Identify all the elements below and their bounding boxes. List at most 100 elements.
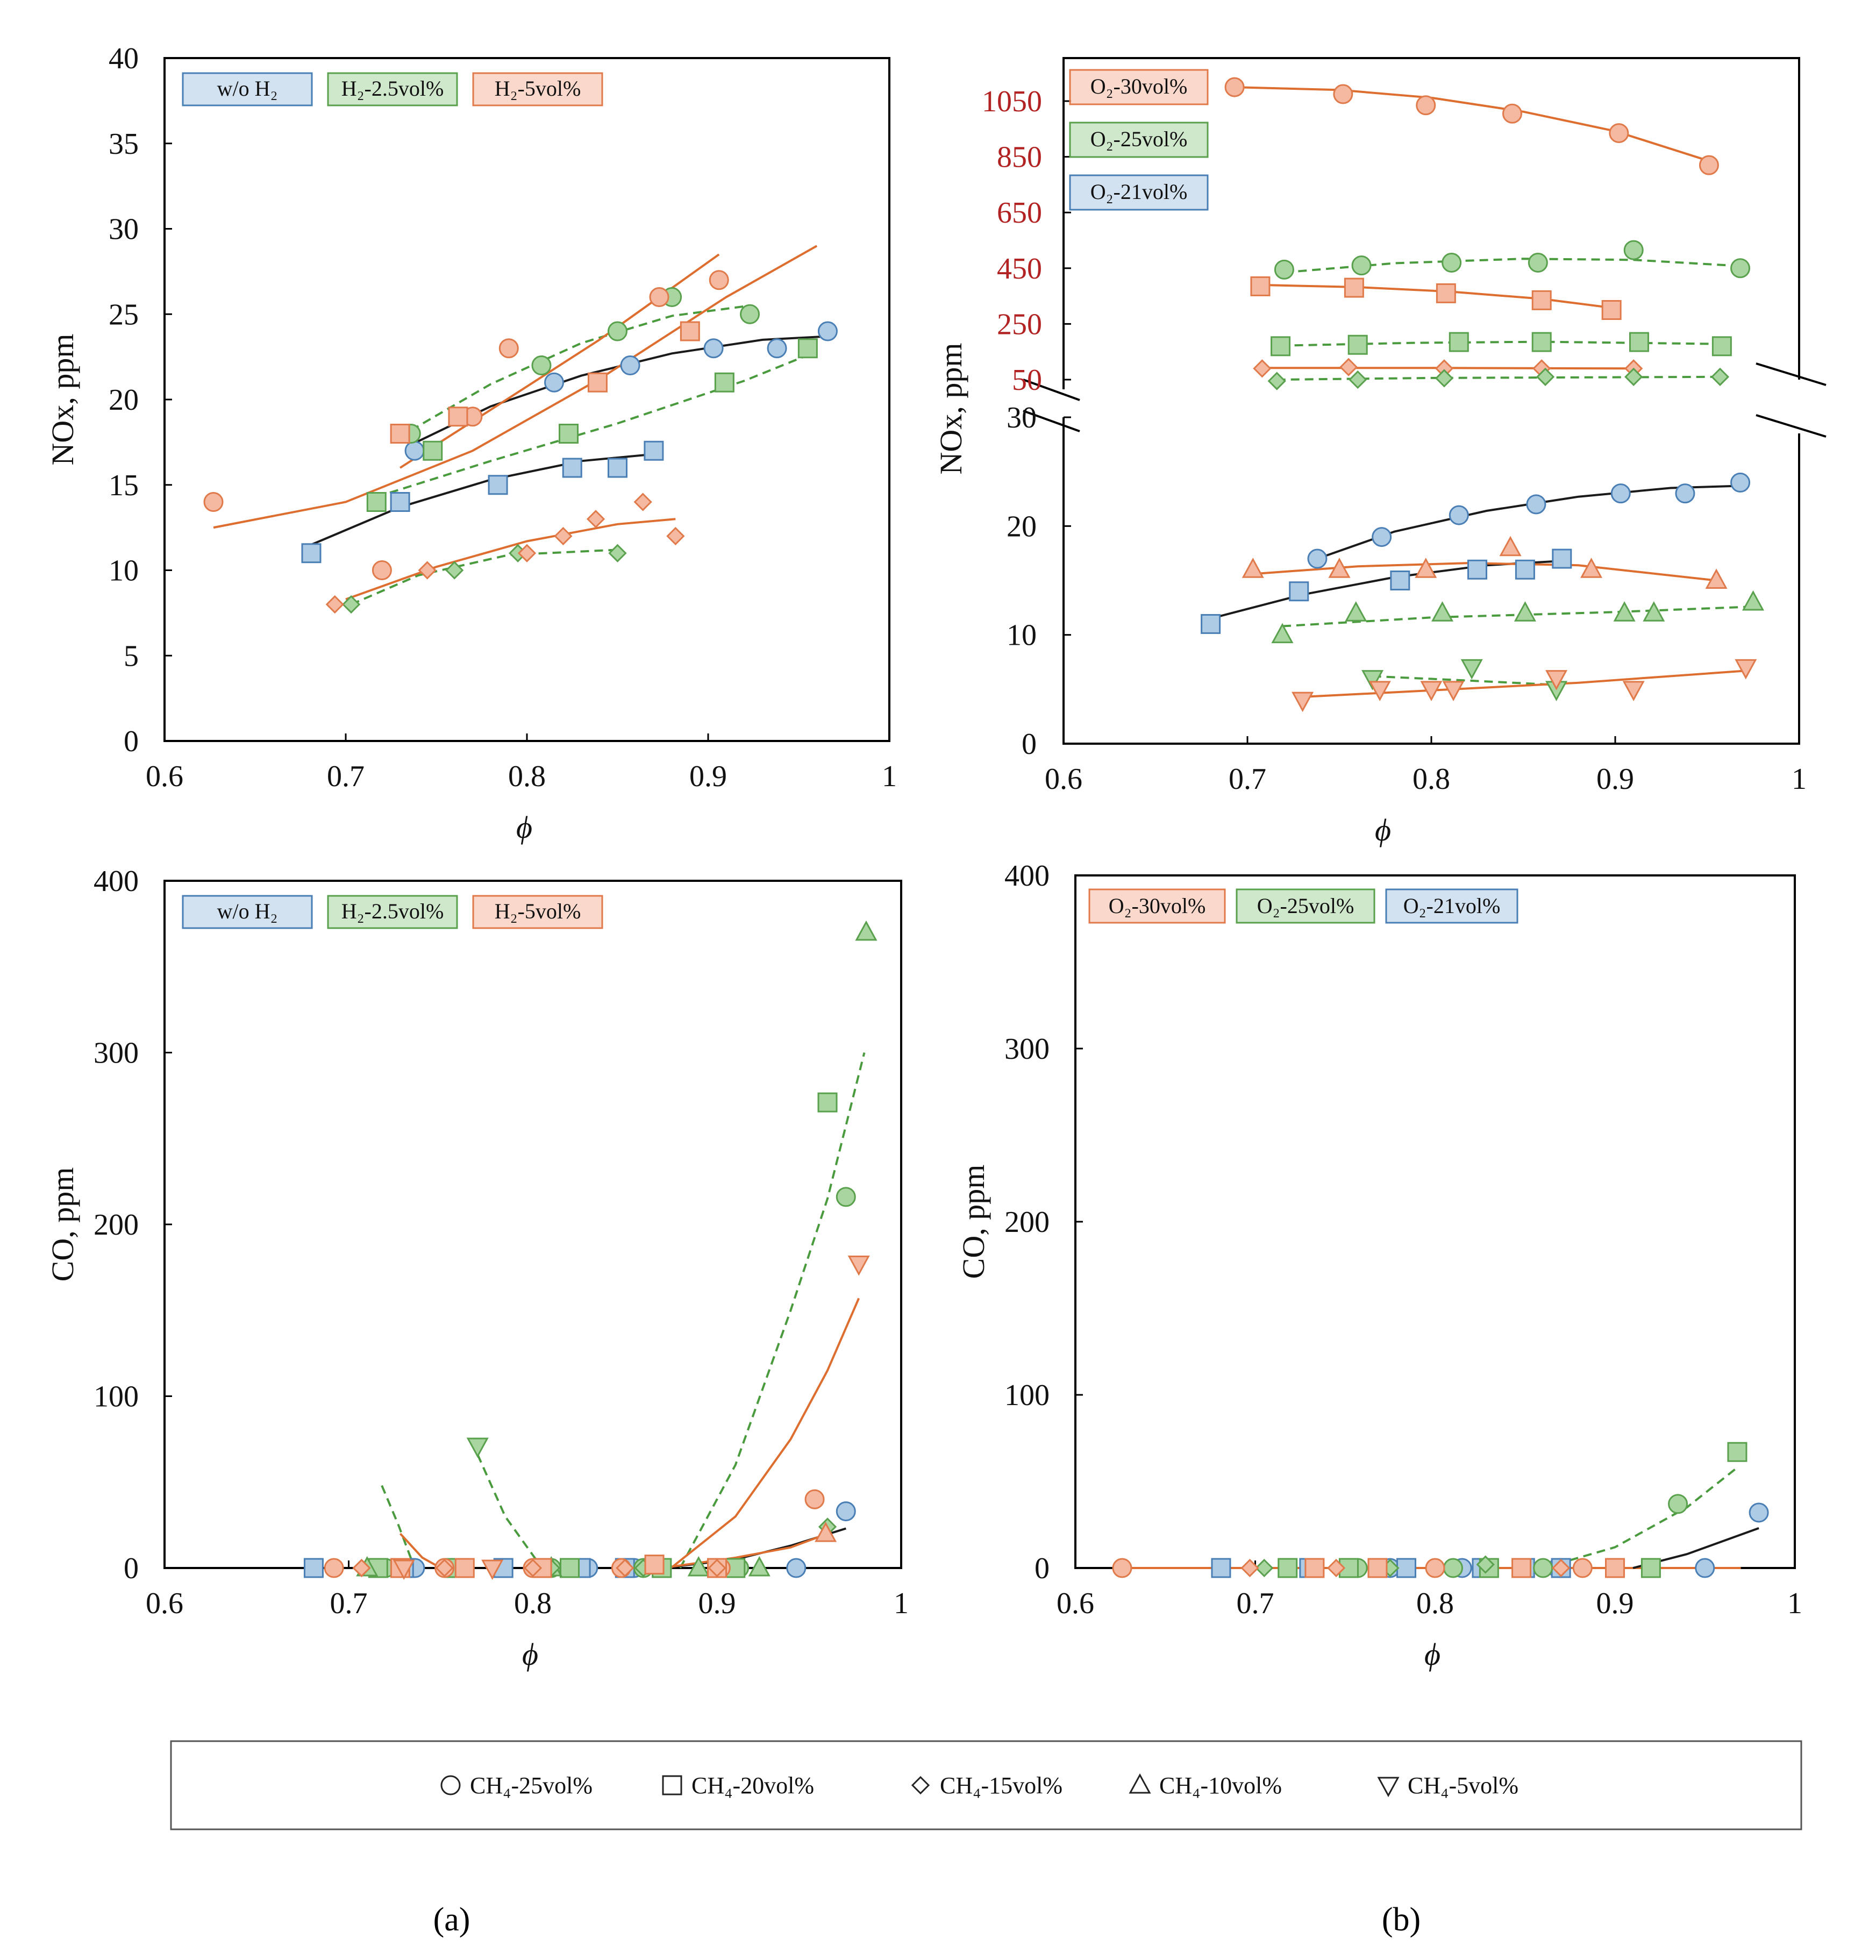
nox_a-point-diamond bbox=[341, 595, 361, 614]
nox_b-axis-break-mark bbox=[1756, 362, 1827, 386]
bottom-legend-label: CH₄-25vol% bbox=[470, 1772, 593, 1799]
co_b-plot-frame bbox=[1074, 874, 1796, 1569]
nox_a-point-circle bbox=[372, 560, 392, 580]
nox_a-legend-box bbox=[182, 72, 313, 106]
nox_b-point-circle bbox=[1699, 155, 1719, 175]
co_a-point-invtriangle bbox=[481, 1559, 504, 1580]
nox_b-axis-break-mark bbox=[1023, 410, 1080, 432]
nox_a-point-circle bbox=[608, 321, 627, 341]
nox_b-y-tick-label-upper: 450 bbox=[997, 252, 1042, 286]
nox_a-point-diamond bbox=[517, 544, 537, 562]
co_a-y-tick-label: 400 bbox=[94, 865, 139, 898]
nox_a-fit-line-3 bbox=[376, 354, 809, 498]
co_b-point-diamond bbox=[1476, 1555, 1495, 1574]
nox_b-point-triangle bbox=[1415, 558, 1437, 578]
nox_b-point-circle bbox=[1274, 259, 1294, 280]
nox_b-point-diamond bbox=[1339, 358, 1358, 376]
co_a-point-invtriangle bbox=[393, 1559, 415, 1580]
nox_b-x-tick-label: 0.7 bbox=[1229, 762, 1266, 796]
co_b-point-square bbox=[1396, 1558, 1416, 1578]
nox_a-fit-line-4 bbox=[351, 548, 618, 605]
nox_b-fit-line-11 bbox=[1302, 669, 1746, 698]
co_b-point-square bbox=[1367, 1558, 1388, 1578]
co_a-fit-line-1 bbox=[670, 1298, 860, 1569]
co_a-fit-line-5 bbox=[399, 1533, 441, 1569]
nox_a-point-circle bbox=[620, 355, 640, 375]
nox_b-point-square bbox=[1271, 336, 1291, 357]
bottom-legend-label: CH₄-15vol% bbox=[940, 1772, 1062, 1799]
nox_a-fit-line-7 bbox=[345, 518, 676, 601]
co_a-point-invtriangle bbox=[466, 1437, 489, 1458]
co_b-point-diamond bbox=[1326, 1558, 1346, 1578]
circle-marker-icon bbox=[440, 1775, 461, 1795]
nox_b-point-circle bbox=[1623, 240, 1644, 260]
nox_b-legend-label: O₂-30vol% bbox=[1090, 74, 1188, 98]
co_a-legend-box bbox=[472, 895, 603, 929]
nox_b-point-invtriangle bbox=[1735, 659, 1757, 680]
nox_b-point-invtriangle bbox=[1368, 681, 1391, 701]
nox_a-point-diamond bbox=[666, 526, 685, 546]
nox_a-point-circle bbox=[404, 440, 425, 461]
nox_b-x-axis-label: ϕ bbox=[1375, 812, 1391, 847]
nox_b-point-diamond bbox=[1253, 359, 1272, 378]
nox_a-point-diamond bbox=[633, 493, 652, 511]
nox_a-legend-box bbox=[472, 72, 603, 106]
nox_a-point-circle bbox=[709, 270, 729, 290]
nox_a-fit-line-2 bbox=[410, 304, 750, 431]
co_a-point-square bbox=[303, 1558, 324, 1578]
nox_a-point-square bbox=[488, 475, 508, 495]
co_a-point-triangle bbox=[815, 1521, 837, 1542]
nox_b-point-diamond bbox=[1624, 367, 1643, 386]
co_a-x-tick-label: 0.6 bbox=[146, 1587, 183, 1620]
co_b-point-circle bbox=[1749, 1502, 1769, 1523]
co_a-x-tick-label: 0.8 bbox=[514, 1587, 552, 1620]
co_b-legend-label: O₂-25vol% bbox=[1257, 894, 1354, 918]
co_b-point-circle bbox=[1668, 1494, 1688, 1514]
nox_b-fit-line-2 bbox=[1260, 283, 1612, 309]
nox_b-point-triangle bbox=[1431, 601, 1454, 622]
nox_b-point-circle bbox=[1449, 505, 1469, 525]
nox_a-point-circle bbox=[544, 372, 565, 393]
bottom-legend: CH₄-25vol% CH₄-20vol% CH₄-15vol% CH₄-10vol%… bbox=[170, 1740, 1802, 1830]
nox_b-point-invtriangle bbox=[1361, 670, 1384, 690]
co_a-legend-label: H₂-5vol% bbox=[495, 899, 581, 923]
nox_b-point-circle bbox=[1351, 255, 1372, 276]
nox_a-y-tick-label: 0 bbox=[124, 725, 139, 758]
nox_b-point-square bbox=[1250, 276, 1271, 296]
co_b-point-diamond bbox=[1552, 1558, 1571, 1578]
nox_b-point-square bbox=[1436, 283, 1456, 303]
nox_a-point-circle bbox=[817, 321, 838, 341]
nox_b-point-invtriangle bbox=[1420, 681, 1443, 701]
nox_b-point-square bbox=[1201, 614, 1221, 634]
co_a-point-square bbox=[725, 1558, 746, 1578]
nox_b-fit-line-10 bbox=[1372, 675, 1557, 686]
nox_b-point-triangle bbox=[1742, 590, 1765, 611]
co_b-point-square bbox=[1727, 1442, 1747, 1462]
diamond-marker-icon bbox=[911, 1776, 930, 1795]
co_a-point-diamond bbox=[708, 1558, 726, 1578]
nox_b-point-circle bbox=[1730, 472, 1751, 493]
co_a-y-tick-label: 300 bbox=[94, 1037, 139, 1070]
bottom-legend-item: CH₄-20vol% bbox=[662, 1772, 814, 1799]
nox_a-x-axis-label: ϕ bbox=[516, 810, 532, 845]
nox_a-x-tick-label: 0.9 bbox=[689, 760, 727, 793]
co_a-x-axis-label: ϕ bbox=[522, 1637, 538, 1672]
co_a-point-diamond bbox=[616, 1558, 634, 1578]
co_b-legend-label: O₂-21vol% bbox=[1403, 894, 1501, 918]
co_a-y-tick-label: 200 bbox=[94, 1208, 139, 1242]
co_a-point-circle bbox=[804, 1489, 825, 1509]
nox_a-point-diamond bbox=[554, 526, 573, 546]
nox_b-point-triangle bbox=[1271, 623, 1294, 644]
co_a-point-diamond bbox=[352, 1558, 371, 1578]
nox_a-point-square bbox=[797, 338, 818, 359]
nox_b-point-triangle bbox=[1643, 601, 1665, 622]
co_b-x-tick-label: 1 bbox=[1787, 1587, 1802, 1620]
nox_b-point-triangle bbox=[1613, 601, 1636, 622]
co_b-x-tick-label: 0.8 bbox=[1416, 1587, 1454, 1620]
nox_a-x-tick-label: 0.8 bbox=[508, 760, 546, 793]
co_b-y-axis-label: CO, ppm bbox=[956, 1165, 991, 1279]
bottom-legend-label: CH₄-20vol% bbox=[691, 1772, 814, 1799]
co_a-point-invtriangle bbox=[847, 1255, 870, 1276]
